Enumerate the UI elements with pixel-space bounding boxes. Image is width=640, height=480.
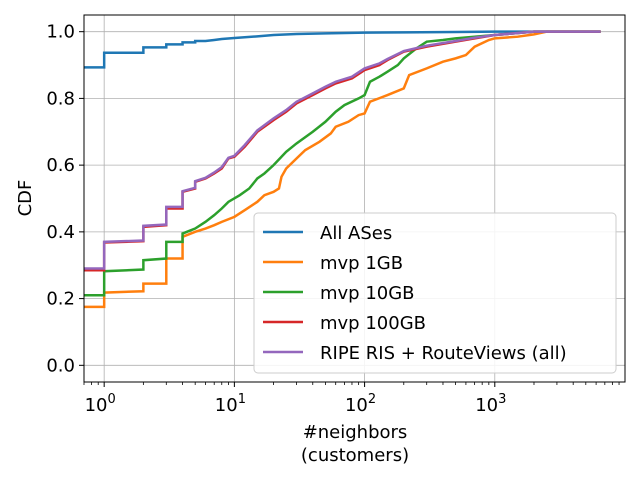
plot-frame [83,14,626,383]
series-line-mvp-1gb [84,30,601,309]
series-line-ripe-ris-routeviews-all- [84,30,601,270]
y-tick-label: 0.2 [46,289,75,310]
legend-box [253,212,617,374]
x-tick-label: 101 [215,392,246,416]
y-tick-label: 1.0 [46,22,75,43]
y-tick-label: 0.4 [46,222,75,243]
axis-ticks: 0.0 0.2 0.4 0.6 0.8 1.0 100 101 102 103 [46,22,620,416]
x-tick-label: 102 [345,392,376,416]
x-tick-label: 103 [475,392,506,416]
legend-label: mvp 100GB [320,313,426,334]
x-axis-label-line1: #neighbors [303,422,408,443]
legend: All ASes mvp 1GB mvp 10GB mvp 100GB RIPE RIS… [253,212,617,374]
x-tick-label: 100 [85,392,116,416]
series-lines [84,30,601,309]
legend-label: mvp 10GB [320,283,415,304]
y-axis-label: CDF [15,180,36,217]
legend-label: All ASes [320,223,392,244]
y-tick-label: 0.0 [46,355,75,376]
series-line-mvp-10gb [84,30,601,297]
legend-label: mvp 1GB [320,253,403,274]
series-line-all-ases [84,30,601,69]
y-tick-label: 0.6 [46,155,75,176]
x-axis-label-line2: (customers) [301,445,409,466]
legend-label: RIPE RIS + RouteViews (all) [320,343,567,364]
y-tick-label: 0.8 [46,88,75,109]
